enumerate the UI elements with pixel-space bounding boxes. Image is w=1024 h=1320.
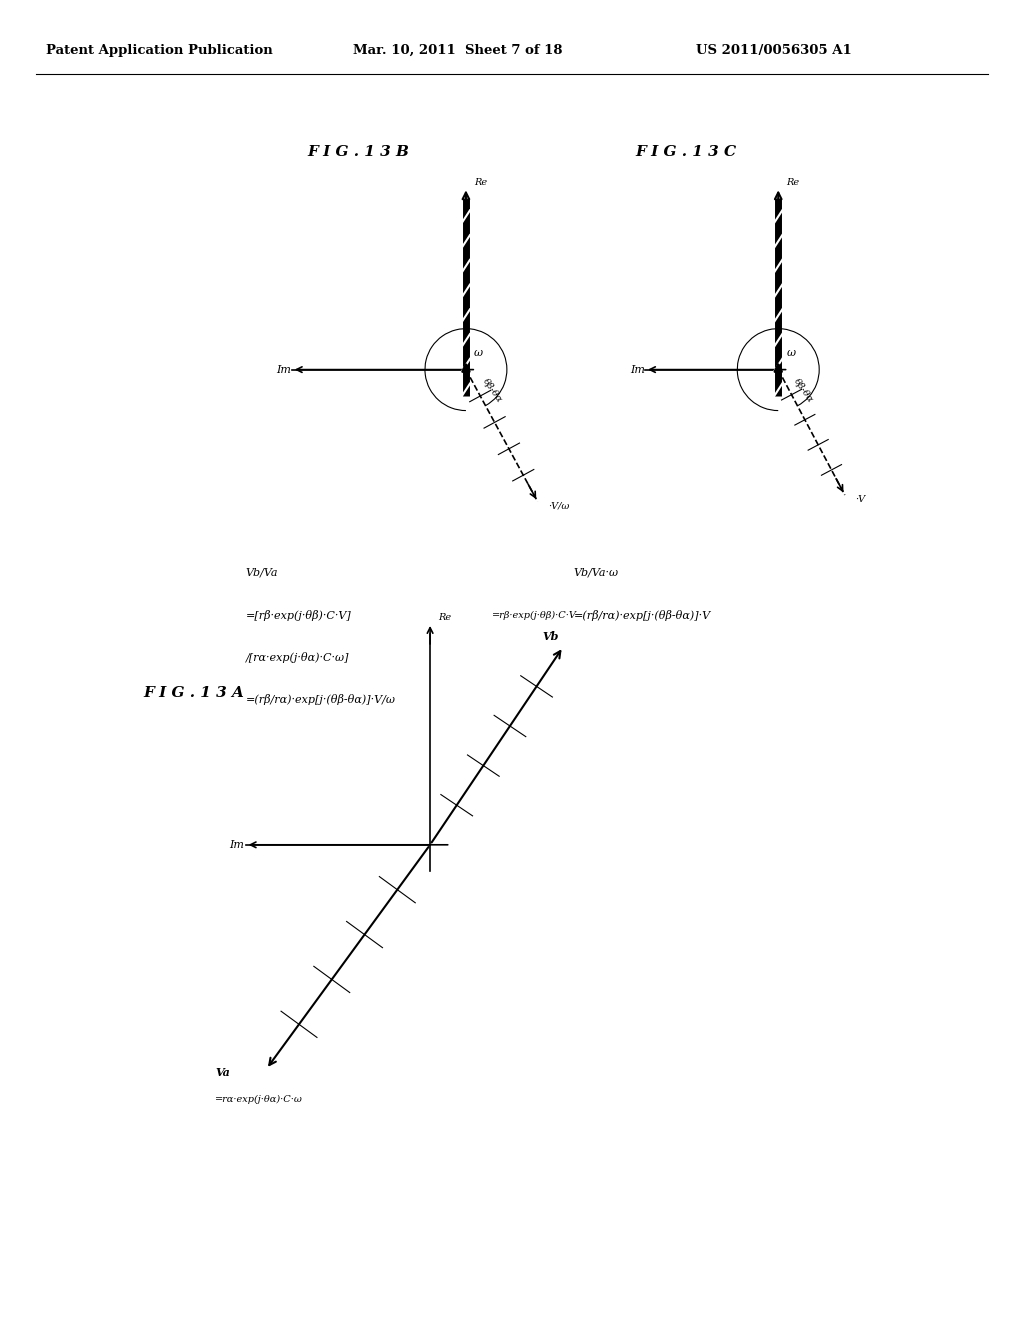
Text: =rβ·exp(j·θβ)·C·V: =rβ·exp(j·θβ)·C·V	[492, 611, 577, 620]
Text: θβ-θα: θβ-θα	[481, 378, 504, 405]
Text: US 2011/0056305 A1: US 2011/0056305 A1	[696, 44, 852, 57]
Text: ω: ω	[786, 348, 796, 359]
Text: F I G . 1 3 A: F I G . 1 3 A	[143, 686, 245, 700]
Text: Vb: Vb	[543, 631, 559, 643]
Text: Mar. 10, 2011  Sheet 7 of 18: Mar. 10, 2011 Sheet 7 of 18	[353, 44, 563, 57]
Text: Va: Va	[215, 1067, 230, 1078]
Text: =(rβ/rα)·exp[j·(θβ-θα)]·V/ω: =(rβ/rα)·exp[j·(θβ-θα)]·V/ω	[246, 694, 395, 705]
Text: Vb/Va·ω: Vb/Va·ω	[573, 568, 618, 578]
Text: =[rβ·exp(j·θβ)·C·V]: =[rβ·exp(j·θβ)·C·V]	[246, 610, 351, 620]
Text: F I G . 1 3 C: F I G . 1 3 C	[635, 145, 736, 158]
Text: Im: Im	[630, 364, 645, 375]
Text: ·V/ω: ·V/ω	[548, 502, 569, 511]
Text: =(rβ/rα)·exp[j·(θβ-θα)]·V: =(rβ/rα)·exp[j·(θβ-θα)]·V	[573, 610, 711, 620]
Text: Re: Re	[474, 178, 487, 187]
Text: F I G . 1 3 B: F I G . 1 3 B	[307, 145, 409, 158]
Text: ·V: ·V	[855, 495, 865, 504]
Text: /[rα·exp(j·θα)·C·ω]: /[rα·exp(j·θα)·C·ω]	[246, 652, 349, 663]
Text: Re: Re	[438, 614, 452, 623]
Text: Vb/Va: Vb/Va	[246, 568, 279, 578]
Text: Re: Re	[786, 178, 800, 187]
Text: Patent Application Publication: Patent Application Publication	[46, 44, 272, 57]
Text: ω: ω	[474, 348, 483, 359]
Text: Im: Im	[276, 364, 292, 375]
Text: θβ-θα: θβ-θα	[792, 378, 814, 405]
Text: =rα·exp(j·θα)·C·ω: =rα·exp(j·θα)·C·ω	[215, 1096, 303, 1105]
Text: Im: Im	[229, 840, 245, 850]
